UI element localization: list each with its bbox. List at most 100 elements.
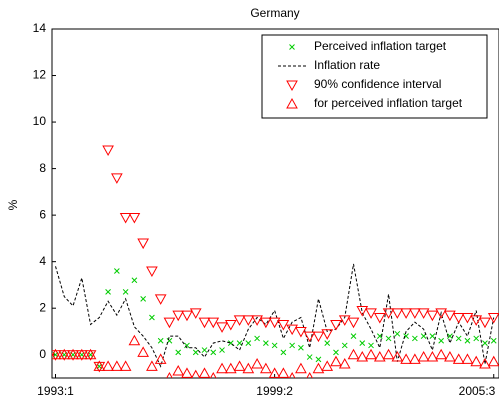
y-tick-label: 0 (39, 347, 46, 361)
x-marker (333, 349, 339, 356)
triangle-up-marker (288, 371, 296, 378)
triangle-down-marker (260, 317, 272, 329)
x-marker (184, 342, 190, 349)
x-marker (368, 342, 374, 349)
x-marker (376, 333, 383, 339)
triangle-up-marker (444, 351, 456, 362)
triangle-down-marker (277, 319, 290, 331)
x-marker (254, 335, 260, 342)
triangle-down-marker (312, 331, 325, 343)
triangle-down-marker (347, 317, 360, 329)
x-marker (341, 342, 348, 349)
x-marker (385, 335, 392, 342)
triangle-up-marker (181, 367, 193, 378)
triangle-down-marker (189, 308, 202, 319)
triangle-down-marker (461, 313, 474, 324)
x-tick-label: 2005:3 (459, 384, 496, 398)
x-marker (298, 344, 304, 351)
x-marker (482, 340, 488, 346)
legend-box (261, 34, 488, 119)
triangle-up-marker (391, 351, 404, 362)
triangle-down-marker (382, 308, 395, 319)
triangle-down-marker (338, 315, 351, 326)
triangle-down-marker (242, 315, 255, 326)
triangle-up-marker (111, 360, 123, 371)
triangle-down-marker (286, 80, 298, 92)
triangle-up-marker (260, 362, 272, 374)
x-marker (359, 340, 366, 346)
triangle-down-marker (373, 313, 386, 324)
triangle-down-marker (479, 317, 491, 329)
triangle-down-marker (295, 326, 307, 338)
plot-marks (52, 145, 499, 378)
triangle-up-marker (409, 353, 421, 364)
triangle-up-marker (67, 348, 79, 360)
x-marker (122, 289, 129, 295)
triangle-up-marker (479, 358, 491, 369)
triangle-down-marker (321, 329, 334, 340)
triangle-up-marker (198, 367, 211, 378)
chart-title: Germany (250, 6, 299, 20)
triangle-up-marker (233, 360, 246, 371)
legend-label: Perceived inflation target (314, 39, 447, 53)
x-marker (473, 335, 480, 342)
x-marker (131, 277, 138, 284)
triangle-up-marker (209, 371, 217, 378)
triangle-down-marker (146, 266, 158, 278)
triangle-up-marker (224, 362, 237, 374)
triangle-up-marker (166, 371, 173, 378)
triangle-up-marker (356, 351, 369, 362)
triangle-up-marker (417, 351, 430, 362)
triangle-down-marker (452, 313, 465, 324)
x-marker (289, 342, 296, 349)
triangle-up-marker (216, 362, 228, 374)
x-marker (420, 333, 427, 339)
triangle-up-marker (295, 362, 307, 374)
inflation-line (55, 263, 495, 368)
legend-label: for perceived inflation target (314, 96, 463, 110)
triangle-up-marker (382, 348, 395, 360)
x-marker (105, 289, 111, 295)
triangle-up-marker (119, 360, 132, 371)
y-tick-label: 14 (33, 21, 47, 35)
x-marker (192, 349, 199, 356)
triangle-up-marker (452, 353, 465, 364)
x-marker (438, 337, 445, 344)
triangle-down-marker (400, 308, 412, 319)
triangle-up-marker (242, 362, 255, 374)
triangle-down-marker (444, 310, 456, 322)
triangle-down-marker (163, 317, 176, 329)
triangle-down-marker (435, 308, 448, 319)
triangle-down-marker (417, 308, 430, 319)
triangle-up-marker (286, 97, 298, 109)
x-marker (245, 340, 252, 346)
triangle-up-marker (93, 360, 106, 371)
triangle-down-marker (426, 310, 439, 322)
triangle-down-marker (303, 331, 316, 343)
x-marker (201, 347, 208, 353)
triangle-up-marker (435, 348, 448, 360)
triangle-up-marker (137, 346, 150, 357)
triangle-up-marker (470, 355, 483, 367)
triangle-down-marker (487, 313, 499, 324)
triangle-up-marker (400, 353, 412, 364)
triangle-down-marker (198, 317, 211, 329)
x-marker (490, 337, 497, 344)
triangle-down-marker (251, 315, 263, 326)
x-marker (350, 333, 357, 339)
x-marker (175, 349, 182, 356)
x-tick-label: 1999:2 (256, 384, 293, 398)
x-marker (219, 347, 225, 353)
triangle-down-marker (137, 238, 150, 250)
triangle-up-marker (154, 353, 167, 364)
x-marker (394, 330, 401, 337)
triangle-up-marker (277, 367, 290, 378)
x-marker (280, 349, 287, 356)
x-marker (289, 44, 295, 50)
triangle-down-marker (330, 319, 342, 331)
triangle-down-marker (356, 306, 369, 317)
x-tick-label: 1993:1 (37, 384, 74, 398)
triangle-up-marker (191, 369, 201, 378)
